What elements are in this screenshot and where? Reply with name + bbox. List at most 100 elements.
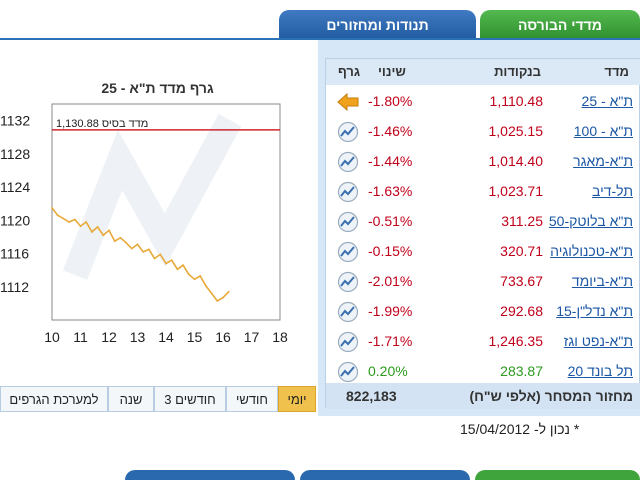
bottom-tab-2[interactable] <box>300 470 470 480</box>
index-points: 320.71 <box>500 243 543 259</box>
index-link[interactable]: ת"א-נפט וגז <box>563 333 633 349</box>
time-range-selector: למערכת הגרפים שנה 3 חודשים חודשי יומי <box>0 386 316 412</box>
chart-icon[interactable] <box>336 301 360 323</box>
turnover-row: מחזור המסחר (אלפי ש"ח) 822,183 <box>326 383 640 409</box>
series-point <box>227 290 230 293</box>
table-row: תל בונד 20 283.87 0.20% <box>326 357 640 387</box>
header-graph: גרף <box>338 64 361 79</box>
chart-icon[interactable] <box>336 271 360 293</box>
plot-area <box>51 103 281 321</box>
x-tick-label: 13 <box>130 329 146 345</box>
index-points: 1,110.48 <box>489 93 543 109</box>
chart-icon[interactable] <box>336 361 360 383</box>
series-point <box>91 231 93 233</box>
y-tick-label: 1132 <box>0 113 30 129</box>
series-point <box>165 262 167 265</box>
header-points: בנקודות <box>494 64 541 79</box>
chart-icon[interactable] <box>336 151 360 173</box>
series-point <box>222 296 224 299</box>
index-change: -1.99% <box>368 303 413 319</box>
index-link[interactable]: ת"א-טכנולוגיה <box>550 243 633 259</box>
chart-icon[interactable] <box>336 331 360 353</box>
index-change: -1.63% <box>368 183 413 199</box>
tab-exchange-indices[interactable]: מדדי הבורסה <box>480 10 640 40</box>
series-point <box>193 278 196 281</box>
series-point <box>79 225 82 228</box>
index-link[interactable]: ת"א נדל"ן-15 <box>556 303 633 319</box>
y-tick-label: 1116 <box>0 246 29 262</box>
table-row: ת"א-ביומד 733.67 -2.01% <box>326 267 640 297</box>
series-point <box>205 285 207 287</box>
series-point <box>125 241 127 244</box>
series-line <box>51 207 230 302</box>
index-points: 1,025.15 <box>488 123 544 139</box>
index-link[interactable]: ת"א בלוטק-50 <box>548 213 633 229</box>
header-change: שינוי <box>378 64 406 79</box>
y-tick-label: 1124 <box>0 179 30 195</box>
series-point <box>153 257 156 260</box>
index-link[interactable]: ת"א - 25 <box>581 93 633 109</box>
x-tick-label: 18 <box>272 329 288 345</box>
index-change: -1.46% <box>368 123 413 139</box>
table-row: ת"א-נפט וגז 1,246.35 -1.71% <box>326 327 640 357</box>
table-row: ת"א נדל"ן-15 292.68 -1.99% <box>326 297 640 327</box>
series-point <box>182 264 185 267</box>
series-point <box>108 229 110 232</box>
index-link[interactable]: תל-דיב <box>592 183 633 199</box>
index-points: 311.25 <box>501 213 543 229</box>
index-change: -0.15% <box>368 243 413 259</box>
chart-icon[interactable] <box>336 241 360 263</box>
x-tick-label: 14 <box>158 329 174 345</box>
table-row: ת"א - 100 1,025.15 -1.46% <box>326 117 640 147</box>
index-link[interactable]: ת"א-ביומד <box>571 273 633 289</box>
series-point <box>210 292 213 295</box>
index-link[interactable]: ת"א - 100 <box>573 123 633 139</box>
range-button-year[interactable]: שנה <box>108 386 154 412</box>
index-change: -1.71% <box>368 333 413 349</box>
y-tick-label: 1120 <box>0 212 30 228</box>
chart-icon[interactable] <box>336 211 360 233</box>
as-of-date: * נכון ל- 15/04/2012 <box>460 421 580 437</box>
turnover-value: 822,183 <box>346 388 397 404</box>
range-button-graph-system[interactable]: למערכת הגרפים <box>0 386 108 412</box>
series-point <box>130 247 133 250</box>
series-point <box>216 299 219 302</box>
range-button-3months[interactable]: 3 חודשים <box>154 386 226 412</box>
bottom-tab-3[interactable] <box>475 470 640 480</box>
series-point <box>73 218 76 221</box>
range-button-monthly[interactable]: חודשי <box>226 386 278 412</box>
base-index-label: 1,130.88 מדד בסיס <box>56 118 148 130</box>
table-row: ת"א בלוטק-50 311.25 -0.51% <box>326 207 640 237</box>
index-points: 1,014.40 <box>488 153 544 169</box>
header-index: מדד <box>604 64 629 79</box>
turnover-label: מחזור המסחר (אלפי ש"ח) <box>469 388 633 404</box>
series-point <box>62 217 65 220</box>
bottom-tab-1[interactable] <box>125 470 295 480</box>
series-point <box>119 236 122 239</box>
x-tick-label: 11 <box>73 329 88 345</box>
index-link[interactable]: ת"א-מאגר <box>573 153 633 169</box>
series-point <box>51 206 53 209</box>
x-tick-label: 12 <box>101 329 117 345</box>
index-link[interactable]: תל בונד 20 <box>567 363 633 379</box>
watermark-logo <box>62 113 242 280</box>
chart-icon[interactable] <box>336 181 360 203</box>
index-points: 283.87 <box>500 363 543 379</box>
index-change: -1.44% <box>368 153 413 169</box>
index-change: -1.80% <box>368 93 413 109</box>
index-change: 0.20% <box>368 363 408 379</box>
series-point <box>96 226 99 228</box>
series-point <box>142 250 145 253</box>
series-point <box>159 253 162 256</box>
range-button-daily[interactable]: יומי <box>278 386 316 412</box>
x-tick-label: 16 <box>215 329 231 345</box>
series-point <box>148 248 150 251</box>
y-tick-label: 1128 <box>0 146 30 162</box>
series-point <box>56 214 59 217</box>
chart-icon[interactable] <box>336 121 360 143</box>
table-row: ת"א-מאגר 1,014.40 -1.44% <box>326 147 640 177</box>
tab-fluctuations-turnover[interactable]: תנודות ומחזורים <box>279 10 476 40</box>
arrow-left-icon[interactable] <box>336 91 360 113</box>
y-tick-label: 1112 <box>0 279 29 295</box>
table-row: ת"א - 25 1,110.48 -1.80% <box>326 87 640 117</box>
